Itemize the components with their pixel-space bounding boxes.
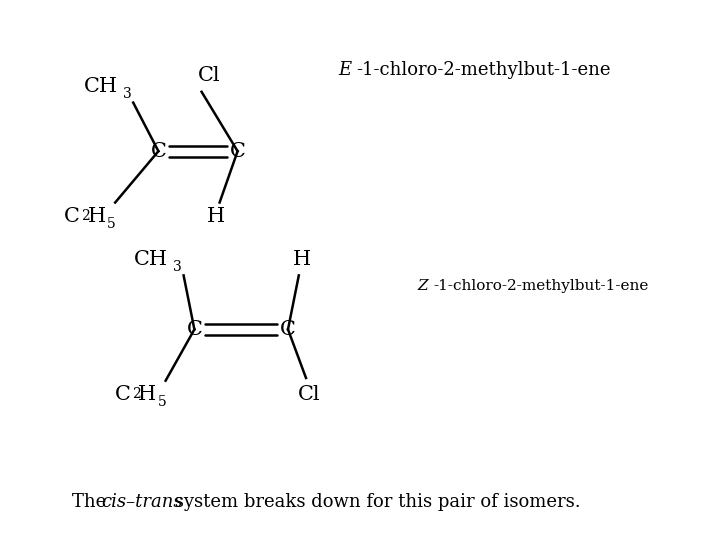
Text: C: C xyxy=(64,206,80,226)
Text: 3: 3 xyxy=(123,87,132,102)
Text: -1-chloro-2-methylbut-1-ene: -1-chloro-2-methylbut-1-ene xyxy=(356,61,611,79)
Text: cis–trans: cis–trans xyxy=(101,493,182,511)
Text: CH: CH xyxy=(84,77,118,96)
Text: 3: 3 xyxy=(174,260,182,274)
Text: 5: 5 xyxy=(158,395,166,409)
Text: 2: 2 xyxy=(132,387,140,401)
Text: C: C xyxy=(280,320,296,339)
Text: -1-chloro-2-methylbut-1-ene: -1-chloro-2-methylbut-1-ene xyxy=(433,279,649,293)
Text: CH: CH xyxy=(134,249,168,269)
Text: C: C xyxy=(150,141,166,161)
Text: H: H xyxy=(88,206,106,226)
Text: H: H xyxy=(138,384,156,404)
Text: system breaks down for this pair of isomers.: system breaks down for this pair of isom… xyxy=(169,493,581,511)
Text: C: C xyxy=(114,384,130,404)
Text: H: H xyxy=(207,206,225,226)
Text: 2: 2 xyxy=(81,209,90,223)
Text: Cl: Cl xyxy=(197,66,220,85)
Text: 5: 5 xyxy=(107,217,116,231)
Text: The: The xyxy=(72,493,112,511)
Text: C: C xyxy=(230,141,246,161)
Text: C: C xyxy=(186,320,202,339)
Text: Cl: Cl xyxy=(298,384,321,404)
Text: Z: Z xyxy=(418,279,428,293)
Text: H: H xyxy=(293,249,312,269)
Text: E: E xyxy=(338,61,351,79)
